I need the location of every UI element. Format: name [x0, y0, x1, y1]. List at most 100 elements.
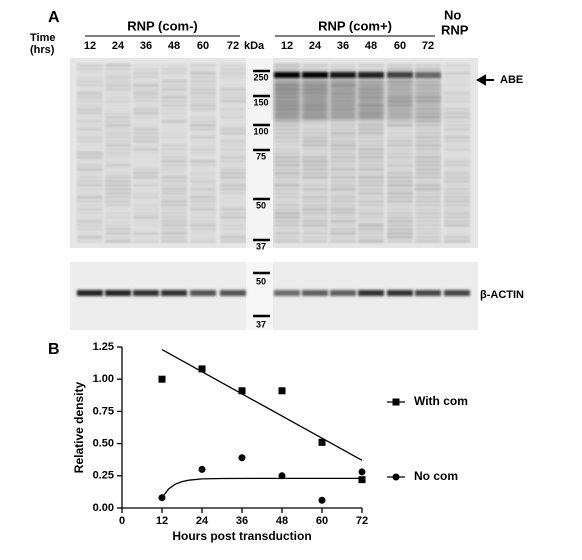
- band: [302, 140, 328, 143]
- band: [77, 84, 103, 87]
- band: [274, 152, 300, 155]
- band: [105, 92, 131, 95]
- band: [105, 204, 131, 207]
- band: [190, 216, 216, 219]
- band: [190, 180, 216, 183]
- band: [358, 224, 384, 227]
- band: [133, 180, 159, 183]
- band: [77, 204, 103, 207]
- band: [274, 136, 300, 139]
- band: [77, 116, 103, 119]
- band: [161, 116, 187, 119]
- band: [105, 180, 131, 183]
- band: [105, 196, 131, 199]
- band: [161, 80, 187, 83]
- band: [105, 212, 131, 215]
- band: [161, 200, 187, 203]
- band: [415, 192, 441, 195]
- band: [105, 152, 131, 155]
- band: [358, 136, 384, 139]
- band: [161, 148, 187, 151]
- band: [220, 120, 246, 123]
- band: [105, 120, 131, 123]
- lane-label: 12: [281, 40, 293, 52]
- band: [77, 76, 103, 79]
- band: [415, 136, 441, 139]
- band: [415, 176, 441, 179]
- point: [238, 387, 246, 395]
- band: [415, 228, 441, 231]
- band: [330, 236, 356, 239]
- band: [161, 160, 187, 163]
- band: [358, 188, 384, 191]
- band: [190, 164, 216, 167]
- band: [161, 108, 187, 111]
- band: [444, 112, 470, 115]
- marker-label: 37: [256, 319, 266, 329]
- band: [190, 116, 216, 119]
- band: [387, 144, 413, 147]
- lane: [274, 64, 300, 296]
- band: [444, 204, 470, 207]
- band: [358, 216, 384, 219]
- band: [330, 216, 356, 219]
- actin-band: [444, 290, 470, 296]
- band: [161, 132, 187, 135]
- band: [302, 160, 328, 163]
- band: [105, 116, 131, 119]
- y-tick-label: 0.50: [93, 438, 114, 450]
- band: [190, 208, 216, 211]
- band: [444, 100, 470, 103]
- band: [330, 140, 356, 143]
- band: [444, 136, 470, 139]
- band: [220, 124, 246, 127]
- band: [190, 140, 216, 143]
- legend-label: With com: [414, 394, 468, 408]
- band: [358, 172, 384, 175]
- band: [190, 108, 216, 111]
- x-tick-label: 24: [196, 515, 209, 527]
- band: [161, 172, 187, 175]
- band: [444, 68, 470, 71]
- band: [330, 232, 356, 235]
- band: [161, 156, 187, 159]
- abe-label: ABE: [500, 74, 523, 86]
- band: [302, 144, 328, 147]
- point: [318, 496, 326, 504]
- no-rnp-label: No: [444, 7, 461, 22]
- band: [133, 128, 159, 131]
- band: [330, 64, 356, 67]
- band: [358, 64, 384, 67]
- band: [302, 148, 328, 151]
- band: [274, 208, 300, 211]
- band: [415, 152, 441, 155]
- scatter-chart: 0.00 0.25 0.50 0.75 1.00 1.25 0 12 24 36 48 60 72 Hou…: [72, 341, 468, 543]
- band: [133, 172, 159, 175]
- abe-band: [358, 72, 384, 78]
- band: [358, 140, 384, 143]
- band: [77, 124, 103, 127]
- band: [387, 232, 413, 235]
- band: [105, 68, 131, 71]
- band: [330, 204, 356, 207]
- actin-band: [220, 290, 246, 296]
- band: [444, 228, 470, 231]
- band: [220, 100, 246, 103]
- band: [302, 132, 328, 135]
- band: [190, 132, 216, 135]
- band: [161, 88, 187, 91]
- band: [274, 164, 300, 167]
- band: [274, 228, 300, 231]
- band: [302, 168, 328, 171]
- band: [77, 96, 103, 99]
- band: [444, 148, 470, 151]
- band: [274, 148, 300, 151]
- band: [330, 192, 356, 195]
- band: [220, 116, 246, 119]
- band: [274, 168, 300, 171]
- band: [444, 168, 470, 171]
- lane-label: 72: [422, 40, 434, 52]
- band: [415, 164, 441, 167]
- band: [220, 220, 246, 223]
- band: [77, 164, 103, 167]
